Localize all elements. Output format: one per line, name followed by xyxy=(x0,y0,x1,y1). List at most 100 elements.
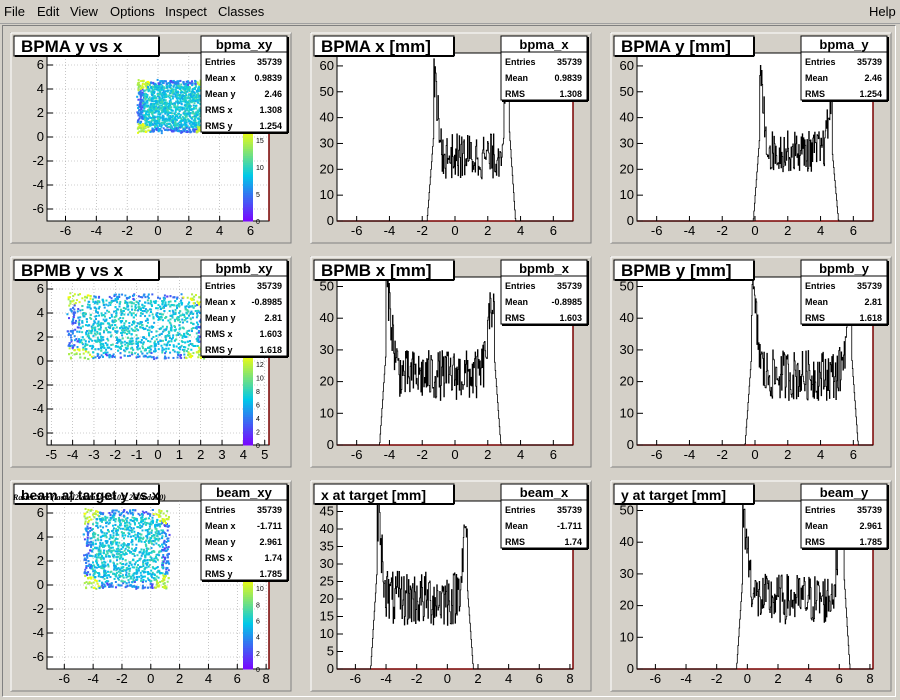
heatmap-cell xyxy=(125,552,128,555)
heatmap-cell xyxy=(94,546,97,549)
y-tick-label: -6 xyxy=(32,649,44,664)
heatmap-cell xyxy=(140,116,143,119)
heatmap-cell xyxy=(131,566,134,569)
heatmap-cell xyxy=(114,586,117,589)
heatmap-cell xyxy=(168,107,171,110)
heatmap-cell xyxy=(147,111,150,114)
heatmap-cell xyxy=(130,314,133,317)
color-bar-step xyxy=(243,218,253,222)
heatmap-cell xyxy=(158,83,161,86)
heatmap-cell xyxy=(135,572,138,575)
heatmap-cell xyxy=(158,514,161,517)
heatmap-cell xyxy=(127,342,130,345)
heatmap-cell xyxy=(177,117,180,120)
heatmap-cell xyxy=(192,122,195,125)
heatmap-cell xyxy=(177,319,180,322)
menu-classes[interactable]: Classes xyxy=(218,4,265,19)
heatmap-cell xyxy=(192,130,195,133)
heatmap-cell xyxy=(140,574,143,577)
heatmap-cell xyxy=(127,512,130,515)
heatmap-cell xyxy=(72,311,75,314)
heatmap-cell xyxy=(139,321,142,324)
heatmap-cell xyxy=(198,125,201,128)
root-canvas[interactable]: -6 -4 -2 0 2 4 6 -6 -4 -2 0 2 4 6 0 5 10 15 BPMA y vs x bpm… xyxy=(2,25,896,697)
heatmap-cell xyxy=(126,355,129,358)
heatmap-cell xyxy=(181,321,184,324)
heatmap-cell xyxy=(184,308,187,311)
menu-inspect[interactable]: Inspect xyxy=(165,4,207,19)
heatmap-cell xyxy=(159,101,162,104)
heatmap-cell xyxy=(104,342,107,345)
heatmap-cell xyxy=(158,515,161,518)
heatmap-cell xyxy=(106,583,109,586)
heatmap-cell xyxy=(112,299,115,302)
heatmap-cell xyxy=(93,306,96,309)
heatmap-cell xyxy=(89,316,92,319)
y-tick-label: -6 xyxy=(32,425,44,440)
heatmap-cell xyxy=(155,532,158,535)
heatmap-cell xyxy=(113,316,116,319)
menu-view[interactable]: View xyxy=(70,4,98,19)
x-tick-label: 5 xyxy=(261,447,268,462)
menu-help[interactable]: Help xyxy=(869,4,896,19)
heatmap-cell xyxy=(150,130,153,133)
heatmap-cell xyxy=(160,327,163,330)
heatmap-cell xyxy=(139,98,142,101)
x-tick-label: -1 xyxy=(131,447,143,462)
heatmap-cell xyxy=(167,128,170,131)
heatmap-cell xyxy=(163,549,166,552)
menu-file[interactable]: File xyxy=(4,4,25,19)
heatmap-cell xyxy=(164,118,167,121)
heatmap-cell xyxy=(168,102,171,105)
heatmap-cell xyxy=(166,90,169,93)
heatmap-cell xyxy=(140,518,143,521)
heatmap-cell xyxy=(157,86,160,89)
heatmap-cell xyxy=(97,585,100,588)
heatmap-cell xyxy=(130,327,133,330)
heatmap-cell xyxy=(143,106,146,109)
heatmap-cell xyxy=(97,314,100,317)
heatmap-cell xyxy=(84,313,87,316)
heatmap-cell xyxy=(117,533,120,536)
heatmap-cell xyxy=(141,110,144,113)
heatmap-cell xyxy=(168,125,171,128)
heatmap-cell xyxy=(147,541,150,544)
heatmap-cell xyxy=(99,552,102,555)
heatmap-cell xyxy=(152,97,155,100)
heatmap-cell xyxy=(147,117,150,120)
heatmap-cell xyxy=(175,345,178,348)
heatmap-cell xyxy=(188,103,191,106)
heatmap-cell xyxy=(108,583,111,586)
heatmap-cell xyxy=(112,534,115,537)
heatmap-cell xyxy=(167,89,170,92)
stats-value: 35739 xyxy=(257,57,282,67)
heatmap-cell xyxy=(167,319,170,322)
heatmap-cell xyxy=(139,105,142,108)
heatmap-cell xyxy=(185,335,188,338)
heatmap-cell xyxy=(131,552,134,555)
x-tick-label: -4 xyxy=(67,447,79,462)
heatmap-cell xyxy=(127,546,130,549)
heatmap-cell xyxy=(86,536,89,539)
heatmap-cell xyxy=(132,312,135,315)
heatmap-cell xyxy=(199,347,202,350)
heatmap-cell xyxy=(169,322,172,325)
menu-options[interactable]: Options xyxy=(110,4,155,19)
heatmap-cell xyxy=(92,570,95,573)
heatmap-cell xyxy=(172,313,175,316)
heatmap-cell xyxy=(188,104,191,107)
heatmap-cell xyxy=(145,355,148,358)
heatmap-cell xyxy=(175,297,178,300)
heatmap-cell xyxy=(98,339,101,342)
heatmap-cell xyxy=(121,331,124,334)
heatmap-cell xyxy=(86,343,89,346)
heatmap-cell xyxy=(112,354,115,357)
heatmap-cell xyxy=(96,322,99,325)
heatmap-cell xyxy=(140,341,143,344)
heatmap-cell xyxy=(149,103,152,106)
heatmap-cell xyxy=(194,120,197,123)
heatmap-cell xyxy=(151,558,154,561)
menu-edit[interactable]: Edit xyxy=(37,4,60,19)
heatmap-cell xyxy=(176,331,179,334)
heatmap-cell xyxy=(181,97,184,100)
